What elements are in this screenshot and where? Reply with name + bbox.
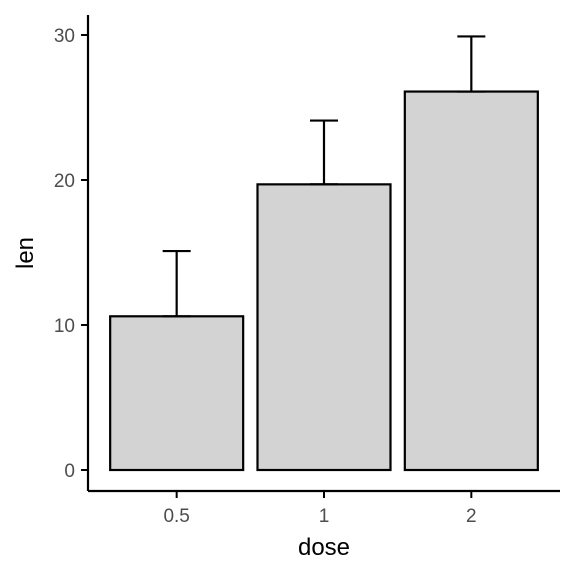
y-tick-label: 10: [54, 316, 75, 337]
error-bars-layer: [162, 35, 486, 318]
y-tick-label: 30: [54, 26, 75, 47]
x-axis-ticks: 0.5 1 2: [163, 491, 477, 527]
y-axis-ticks: 0 10 20 30: [54, 26, 88, 482]
x-tick-label: 2: [466, 506, 477, 527]
x-axis-title: dose: [298, 534, 350, 561]
y-axis-title: len: [12, 237, 39, 269]
x-tick-label: 1: [319, 506, 330, 527]
y-tick-label: 0: [64, 461, 75, 482]
bar-0.5: [109, 315, 245, 472]
bar-2: [403, 90, 539, 472]
x-tick-label: 0.5: [163, 506, 189, 527]
bar-1: [256, 183, 392, 472]
y-tick-label: 20: [54, 171, 75, 192]
